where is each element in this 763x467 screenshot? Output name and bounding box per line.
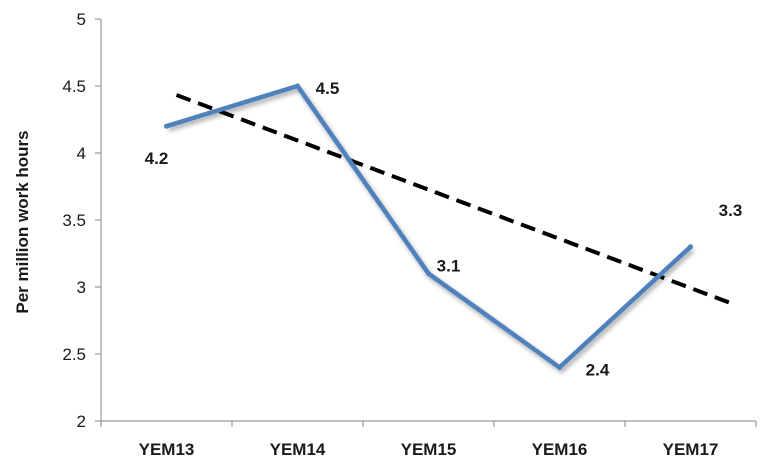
x-category-label: YEM13 [139, 440, 195, 459]
y-tick-label: 4 [77, 144, 86, 163]
y-tick-label: 2 [77, 412, 86, 431]
trendline-layer [175, 93, 737, 307]
data-label-layer: 4.2 4.5 3.1 2.4 3.3 [145, 79, 743, 379]
y-tick-label: 2.5 [62, 345, 86, 364]
data-label: 4.2 [145, 149, 169, 168]
series-line [165, 83, 693, 371]
axes: 2 2.5 3 3.5 4 4.5 5 YEM13 YEM14 YEM15 YEM16 YEM17 [62, 10, 757, 459]
y-tick-label: 3 [77, 278, 86, 297]
data-point [164, 123, 169, 129]
x-category-label: YEM16 [532, 440, 588, 459]
y-tick-label: 4.5 [62, 77, 86, 96]
data-point [426, 271, 431, 277]
trendline [175, 93, 737, 307]
data-point [557, 364, 562, 370]
x-category-label: YEM17 [663, 440, 719, 459]
x-category-label: YEM15 [401, 440, 457, 459]
data-point [295, 83, 300, 89]
y-tick-label: 3.5 [62, 211, 86, 230]
x-category-label: YEM14 [270, 440, 326, 459]
data-label: 3.1 [437, 257, 461, 276]
data-label: 3.3 [719, 201, 743, 220]
series-layer [164, 83, 693, 371]
y-tick-label: 5 [77, 10, 86, 29]
data-point [688, 244, 693, 250]
data-label: 2.4 [586, 360, 610, 379]
y-axis-title: Per million work hours [13, 130, 32, 313]
data-label: 4.5 [316, 79, 340, 98]
